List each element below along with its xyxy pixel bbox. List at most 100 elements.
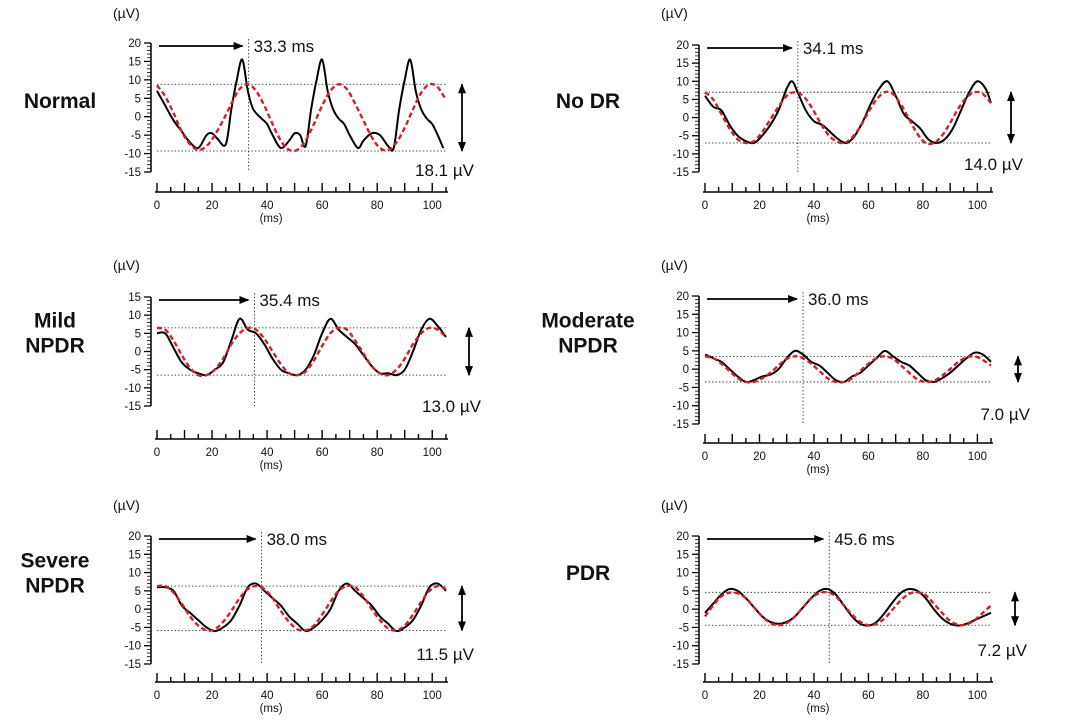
group-label: No DR <box>556 90 620 113</box>
x-tick-label: 80 <box>371 200 384 212</box>
x-tick-label: 0 <box>702 451 708 463</box>
y-unit-label: (µV) <box>113 257 140 273</box>
amplitude-label: 7.2 µV <box>978 641 1028 660</box>
y-tick-label: -5 <box>131 365 141 377</box>
y-tick-label: 15 <box>676 58 689 70</box>
group-label: Mild <box>34 310 76 333</box>
x-unit-label: (ms) <box>806 703 829 715</box>
x-tick-label: 80 <box>371 447 384 459</box>
y-tick-label: 20 <box>676 291 689 303</box>
x-tick-label: 0 <box>154 447 160 459</box>
y-unit-label: (µV) <box>113 5 140 21</box>
group-label: NPDR <box>25 335 85 358</box>
x-unit-label: (ms) <box>806 464 829 476</box>
waveform-line <box>704 80 992 145</box>
y-tick-label: 10 <box>676 568 689 580</box>
x-tick-label: 20 <box>753 690 766 702</box>
fitted-curve <box>704 355 992 384</box>
x-tick-label: 80 <box>917 200 930 212</box>
y-tick-label: -15 <box>672 167 689 179</box>
x-tick-label: 20 <box>753 451 766 463</box>
group-label: Severe <box>21 550 90 573</box>
x-tick-label: 40 <box>808 200 821 212</box>
y-tick-label: 20 <box>128 38 141 50</box>
amplitude-label: 13.0 µV <box>422 397 482 416</box>
y-tick-label: 5 <box>135 586 141 598</box>
peak-time-label: 36.0 ms <box>808 290 868 309</box>
x-tick-label: 80 <box>917 690 930 702</box>
y-tick-label: -10 <box>124 641 141 653</box>
y-tick-label: -10 <box>124 383 141 395</box>
fitted-curve <box>704 590 992 627</box>
y-tick-label: 10 <box>128 75 141 87</box>
x-tick-label: 60 <box>316 200 329 212</box>
x-tick-label: 100 <box>968 200 987 212</box>
x-unit-label: (ms) <box>260 703 283 715</box>
y-tick-label: -5 <box>679 622 689 634</box>
y-tick-label: 15 <box>128 56 141 68</box>
y-unit-label: (µV) <box>661 257 688 273</box>
erg-panel-1: No DR (µV) 20 15 10 5 0 -5 -10 -15 0 20 40 60 80 100 (ms… <box>556 5 1024 225</box>
x-unit-label: (ms) <box>806 213 829 225</box>
y-tick-label: 15 <box>128 549 141 561</box>
y-unit-label: (µV) <box>661 5 688 21</box>
y-tick-label: 10 <box>676 328 689 340</box>
fitted-curve <box>156 82 448 153</box>
amplitude-label: 11.5 µV <box>416 645 474 664</box>
amplitude-label: 7.0 µV <box>981 405 1031 424</box>
x-tick-label: 100 <box>423 447 442 459</box>
y-tick-label: 0 <box>683 364 689 376</box>
x-tick-label: 80 <box>917 451 930 463</box>
y-tick-label: -15 <box>672 419 689 431</box>
x-tick-label: 20 <box>206 200 219 212</box>
group-label: Normal <box>24 90 96 113</box>
amplitude-label: 14.0 µV <box>964 155 1024 174</box>
x-tick-label: 40 <box>808 451 821 463</box>
y-tick-label: 20 <box>676 40 689 52</box>
waveform-line <box>156 582 447 633</box>
y-tick-label: -15 <box>124 659 141 671</box>
y-tick-label: 0 <box>683 604 689 616</box>
y-tick-label: -10 <box>672 401 689 413</box>
peak-time-label: 38.0 ms <box>267 530 327 549</box>
x-tick-label: 60 <box>862 200 875 212</box>
x-unit-label: (ms) <box>260 460 283 472</box>
x-tick-label: 100 <box>423 200 442 212</box>
fitted-curve <box>704 90 992 146</box>
y-tick-label: 20 <box>676 531 689 543</box>
y-tick-label: 0 <box>683 113 689 125</box>
fitted-curve <box>156 326 447 378</box>
y-tick-label: -15 <box>124 167 141 179</box>
y-tick-label: 10 <box>128 310 141 322</box>
x-tick-label: 60 <box>862 690 875 702</box>
y-tick-label: 0 <box>135 347 141 359</box>
x-tick-label: 0 <box>154 690 160 702</box>
x-tick-label: 40 <box>261 690 274 702</box>
x-tick-label: 60 <box>862 451 875 463</box>
group-label: PDR <box>566 562 610 585</box>
x-tick-label: 60 <box>316 690 329 702</box>
x-tick-label: 40 <box>261 200 274 212</box>
y-unit-label: (µV) <box>113 497 140 513</box>
x-tick-label: 20 <box>206 690 219 702</box>
peak-time-label: 45.6 ms <box>834 530 894 549</box>
group-label: NPDR <box>558 335 618 358</box>
y-tick-label: 0 <box>135 604 141 616</box>
y-tick-label: 15 <box>676 309 689 321</box>
x-tick-label: 40 <box>808 690 821 702</box>
erg-panel-0: Normal (µV) 20 15 10 5 0 -5 -10 -15 0 20 40 60 80 100 (m… <box>24 5 475 225</box>
y-tick-label: 15 <box>128 292 141 304</box>
y-tick-label: 5 <box>683 586 689 598</box>
erg-panel-5: PDR (µV) 20 15 10 5 0 -5 -10 -15 0 20 40 60 80 100 (ms) 4… <box>566 497 1028 715</box>
group-label: Moderate <box>541 310 634 333</box>
y-tick-label: 5 <box>683 94 689 106</box>
y-tick-label: 20 <box>128 531 141 543</box>
y-tick-label: 10 <box>676 76 689 88</box>
x-tick-label: 0 <box>702 200 708 212</box>
y-tick-label: 5 <box>135 328 141 340</box>
fitted-curve <box>156 584 447 632</box>
y-tick-label: 5 <box>683 346 689 358</box>
y-tick-label: -15 <box>124 401 141 413</box>
